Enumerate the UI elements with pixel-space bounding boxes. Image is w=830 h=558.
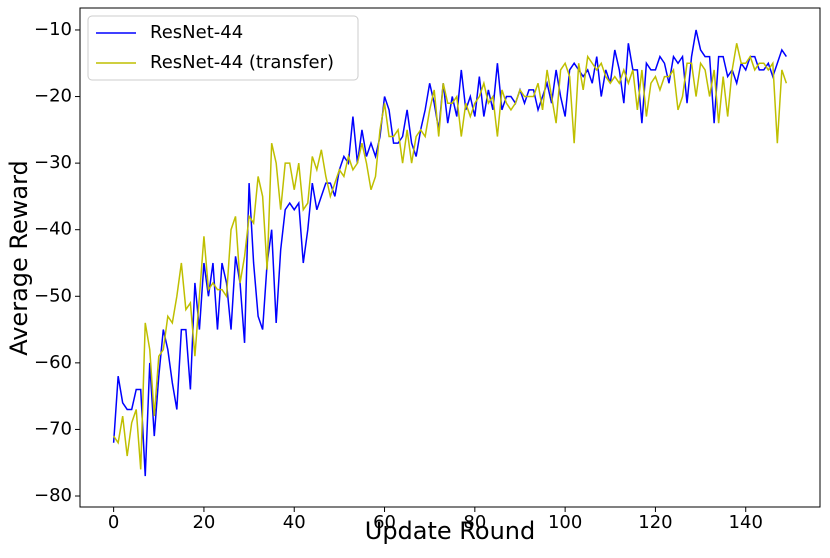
x-tick-label: 100 [548,512,582,533]
series-line [113,43,788,470]
plot-frame [79,7,821,508]
legend: ResNet-44 ResNet-44 (transfer) [87,15,359,81]
y-tick-label: −50 [34,285,72,306]
x-tick-label: 0 [108,512,119,533]
legend-box [87,15,359,81]
y-tick-label: −70 [34,418,72,439]
x-tick-label: 120 [638,512,672,533]
y-axis-label: Average Reward [5,160,33,356]
x-axis-label: Update Round [365,517,535,545]
y-tick-label: −20 [34,86,72,107]
y-tick-label: −60 [34,352,72,373]
y-tick-label: −10 [34,19,72,40]
x-tick-label: 40 [283,512,306,533]
y-tick-label: −30 [34,152,72,173]
y-tick-label: −40 [34,219,72,240]
legend-label: ResNet-44 (transfer) [150,52,334,73]
x-tick-label: 20 [192,512,215,533]
x-tick-label: 60 [373,512,396,533]
legend-label: ResNet-44 [150,22,243,43]
x-tick-label: 80 [463,512,486,533]
y-tick-label: −80 [34,485,72,506]
x-tick-label: 140 [729,512,763,533]
series-line [112,29,787,477]
